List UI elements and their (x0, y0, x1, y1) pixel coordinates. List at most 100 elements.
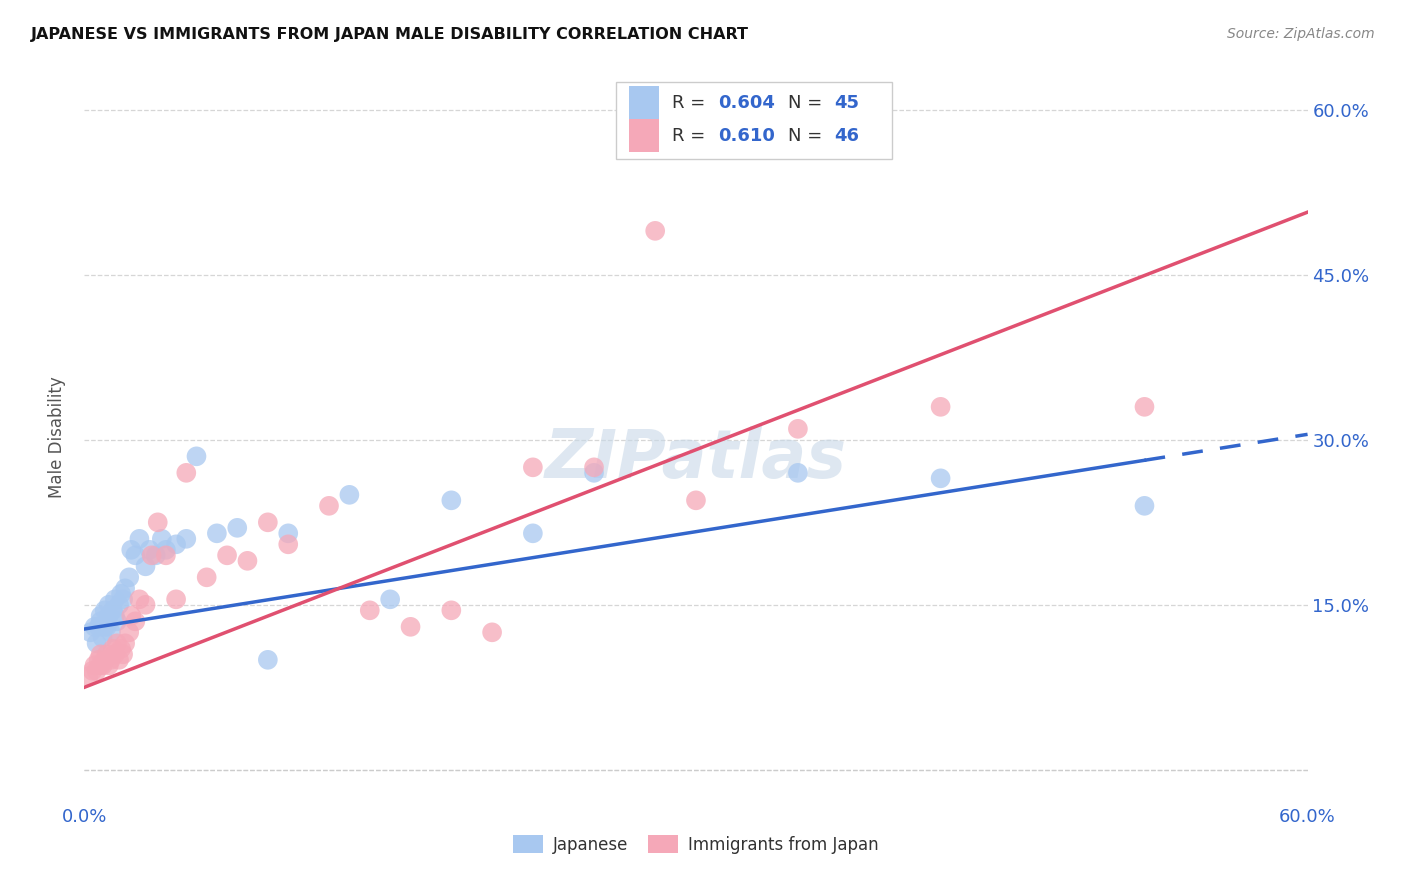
Point (83, 620, 105, 634)
Point (440, 603, 463, 617)
Point (1133, 499, 1156, 513)
FancyBboxPatch shape (616, 82, 891, 159)
Point (583, 460, 606, 475)
Point (165, 537, 187, 551)
Point (90, 608, 112, 623)
Point (118, 625, 141, 640)
Point (77, 669, 100, 683)
Point (101, 603, 124, 617)
Point (120, 542, 142, 557)
Point (128, 532, 150, 546)
Text: N =: N = (787, 94, 828, 112)
Point (150, 532, 173, 546)
Point (128, 592, 150, 607)
Point (97, 658, 120, 673)
Text: JAPANESE VS IMMIGRANTS FROM JAPAN MALE DISABILITY CORRELATION CHART: JAPANESE VS IMMIGRANTS FROM JAPAN MALE D… (31, 27, 749, 42)
Point (644, 224, 666, 238)
Point (110, 641, 132, 656)
Point (105, 636, 128, 650)
Text: R =: R = (672, 127, 710, 145)
Point (583, 466, 606, 480)
Point (100, 625, 122, 640)
FancyBboxPatch shape (628, 87, 659, 120)
Point (120, 608, 142, 623)
Point (155, 549, 177, 563)
Point (277, 537, 299, 551)
Point (104, 608, 127, 623)
Point (96, 648, 118, 662)
Point (87, 653, 110, 667)
Point (929, 400, 952, 414)
Point (114, 636, 136, 650)
Point (217, 549, 239, 563)
Point (82, 664, 104, 678)
Point (186, 450, 208, 464)
Point (108, 598, 131, 612)
Point (787, 422, 810, 436)
Point (155, 542, 177, 557)
Point (93, 603, 115, 617)
Point (522, 526, 544, 541)
Point (174, 466, 197, 480)
Text: R =: R = (672, 94, 710, 112)
Text: ZIPatlas: ZIPatlas (546, 426, 846, 492)
FancyBboxPatch shape (628, 120, 659, 153)
Point (110, 587, 132, 601)
Point (929, 471, 952, 485)
Point (174, 532, 197, 546)
Point (145, 549, 167, 563)
Point (112, 592, 135, 607)
Point (91, 658, 114, 673)
Point (138, 542, 160, 557)
Point (359, 603, 381, 617)
Point (86, 636, 108, 650)
Point (93, 653, 115, 667)
Point (787, 466, 810, 480)
Point (522, 460, 544, 475)
Text: 46: 46 (834, 127, 859, 145)
Point (141, 549, 163, 563)
Point (257, 653, 280, 667)
Point (135, 559, 157, 574)
Point (236, 554, 259, 568)
Point (339, 488, 361, 502)
Point (146, 516, 169, 530)
Point (380, 592, 402, 607)
Point (195, 570, 218, 584)
Point (226, 521, 249, 535)
Point (97, 598, 120, 612)
Point (135, 598, 157, 612)
Point (104, 648, 127, 662)
Point (83, 658, 105, 673)
Text: 0.604: 0.604 (718, 94, 775, 112)
Point (112, 648, 135, 662)
Point (399, 620, 422, 634)
Point (96, 620, 118, 634)
Point (1133, 400, 1156, 414)
Text: N =: N = (787, 127, 828, 145)
Point (440, 493, 463, 508)
Point (101, 641, 124, 656)
Point (205, 526, 228, 541)
Point (87, 620, 110, 634)
Point (257, 516, 280, 530)
Point (86, 664, 108, 678)
Point (124, 615, 146, 629)
Point (481, 625, 503, 640)
Point (685, 493, 707, 508)
Point (105, 615, 128, 629)
Point (165, 592, 187, 607)
Point (108, 653, 131, 667)
Point (90, 615, 112, 629)
Point (118, 570, 141, 584)
Legend: Japanese, Immigrants from Japan: Japanese, Immigrants from Japan (506, 829, 886, 860)
Point (100, 653, 122, 667)
Point (97, 608, 120, 623)
Point (90, 658, 112, 673)
Point (104, 592, 127, 607)
Text: 45: 45 (834, 94, 859, 112)
Point (90, 648, 112, 662)
Point (91, 631, 114, 645)
Point (93, 620, 115, 634)
Point (114, 582, 136, 596)
